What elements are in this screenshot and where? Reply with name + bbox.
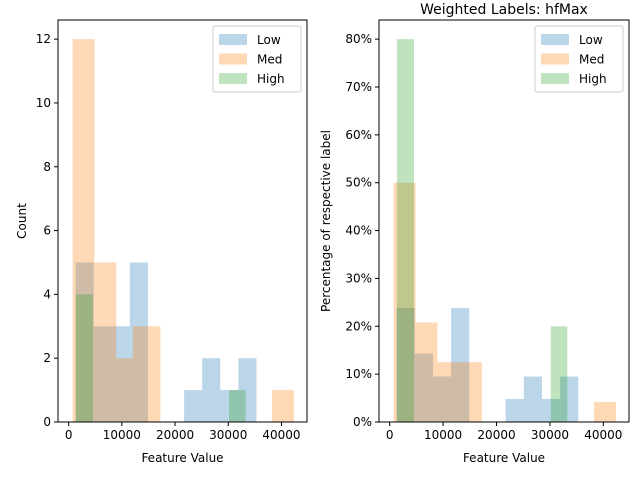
count-histogram-y-tick-label: 12 [36,32,51,46]
weighted-histogram-x-tick-label: 0 [386,428,394,442]
weighted-histogram-y-tick-label: 0% [353,415,372,429]
count-histogram-legend-swatch-high [219,73,247,84]
weighted-histogram-y-tick-label: 80% [345,32,372,46]
count-histogram-bar-low [129,262,148,422]
weighted-histogram-legend-swatch-med [541,53,569,65]
weighted-histogram-bar-med [437,362,455,422]
weighted-histogram-legend: Low Med High [534,25,624,93]
weighted-histogram-y-axis-label: Percentage of respective label [319,130,333,312]
count-histogram-bar-med [72,39,95,422]
weighted-histogram-legend-label-med: Med [579,53,604,67]
weighted-histogram-y-tick-label: 60% [345,128,372,142]
weighted-histogram-bar-low [523,376,542,422]
count-histogram-bar-med [94,262,117,422]
count-histogram-x-tick-label: 40000 [262,428,300,442]
weighted-histogram-bar-low [414,353,433,422]
count-histogram-legend: Low Med High [212,25,302,93]
count-histogram-y-tick-label: 2 [43,351,51,365]
weighted-histogram-x-axis-label: Feature Value [463,451,545,465]
weighted-histogram-panel: 0 10000 20000 30000 40000 0% 10% 20% 30% 40% 50% 60… [319,2,630,465]
count-histogram-bar-low [184,390,203,422]
weighted-histogram-ticks: 0 10000 20000 30000 40000 0% 10% 20% 30% 40% 50% 60… [345,32,622,442]
count-histogram-x-tick-label: 30000 [209,428,247,442]
count-histogram-bar-med [116,358,133,422]
weighted-histogram-bar-low [541,399,561,422]
weighted-histogram-bar-high [550,326,568,422]
weighted-histogram-title: Weighted Labels: hfMax [420,2,588,18]
count-histogram-bar-low [202,358,221,422]
weighted-histogram-bar-high [396,39,414,422]
count-histogram-y-tick-label: 6 [43,224,51,238]
count-histogram-ticks: 0 10000 20000 30000 40000 0 2 4 6 8 10 12 [36,32,301,442]
count-histogram-bar-med [149,326,161,422]
count-histogram-legend-label-med: Med [257,53,282,67]
count-histogram-bars [72,39,294,422]
weighted-histogram-y-tick-label: 30% [345,271,372,285]
weighted-histogram-bar-low [505,399,524,422]
count-histogram-bar-low [220,390,239,422]
count-histogram-y-tick-label: 10 [36,96,51,110]
weighted-histogram-y-tick-label: 10% [345,367,372,381]
count-histogram-x-tick-label: 0 [65,428,73,442]
count-histogram-y-axis-label: Count [15,203,29,239]
weighted-histogram-legend-label-high: High [579,72,607,86]
count-histogram-bar-low [238,358,257,422]
weighted-histogram-bar-med [393,182,416,422]
count-histogram-legend-label-low: Low [257,33,281,47]
weighted-histogram-x-tick-label: 20000 [477,428,515,442]
weighted-histogram-bar-med [454,362,471,422]
weighted-histogram-bar-med [470,362,482,422]
weighted-histogram-y-tick-label: 40% [345,224,372,238]
weighted-histogram-legend-swatch-low [541,34,569,45]
weighted-histogram-y-tick-label: 50% [345,176,372,190]
count-histogram-bar-low [111,326,130,422]
weighted-histogram-bar-low [396,308,415,422]
weighted-histogram-bar-med [594,401,616,422]
count-histogram-y-tick-label: 4 [43,287,51,301]
count-histogram-legend-box [212,25,302,93]
count-histogram-x-tick-label: 20000 [156,428,194,442]
weighted-histogram-legend-swatch-high [541,73,569,84]
weighted-histogram-x-tick-label: 10000 [424,428,462,442]
weighted-histogram-bar-low [560,376,579,422]
weighted-histogram-bar-low [432,376,452,422]
count-histogram-bar-high [229,390,246,422]
weighted-histogram-y-tick-label: 20% [345,319,372,333]
weighted-histogram-bars [393,39,616,422]
count-histogram-legend-label-high: High [257,72,285,86]
weighted-histogram-bar-low [451,308,470,422]
weighted-histogram-y-tick-label: 70% [345,80,372,94]
weighted-histogram-bar-med [415,322,438,422]
count-histogram-bar-low [93,326,112,422]
count-histogram-bar-med [132,326,150,422]
weighted-histogram-x-tick-label: 30000 [531,428,569,442]
count-histogram-legend-swatch-med [219,53,247,65]
weighted-histogram-axes-frame [378,19,630,423]
count-histogram-y-tick-label: 0 [43,415,51,429]
weighted-histogram-legend-label-low: Low [579,33,603,47]
weighted-histogram-legend-box [534,25,624,93]
weighted-histogram-x-tick-label: 40000 [584,428,622,442]
count-histogram-axes-frame [57,19,308,423]
count-histogram-bar-med [272,390,294,422]
count-histogram-x-tick-label: 10000 [103,428,141,442]
count-histogram-x-axis-label: Feature Value [141,451,223,465]
count-histogram-y-tick-label: 8 [43,160,51,174]
count-histogram-legend-swatch-low [219,34,247,45]
count-histogram-panel: 0 10000 20000 30000 40000 0 2 4 6 8 10 12 Feature V… [15,19,308,465]
count-histogram-bar-low [75,262,94,422]
count-histogram-bar-high [75,294,93,422]
